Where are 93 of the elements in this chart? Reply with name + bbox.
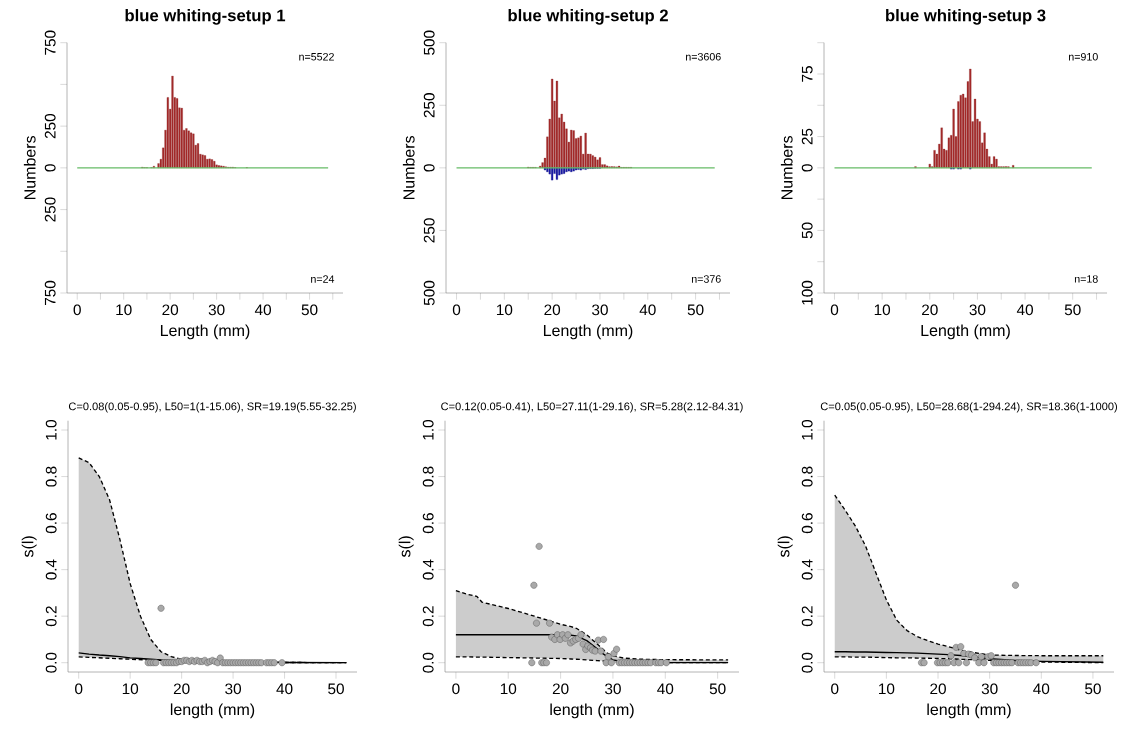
x-tick-label: 40 bbox=[276, 683, 293, 695]
x-tick-label: 10 bbox=[879, 683, 895, 695]
x-axis-title: length (mm) bbox=[550, 703, 634, 719]
y-tick-label: 250 bbox=[423, 218, 435, 243]
y-tick-label: 0.6 bbox=[422, 513, 434, 534]
y-tick-label: 100 bbox=[801, 280, 813, 305]
y-tick-label: 1.0 bbox=[45, 419, 57, 440]
y-tick-label: 0.8 bbox=[422, 466, 434, 487]
chart-title: blue whiting-setup 2 bbox=[508, 9, 668, 25]
x-tick-label: 40 bbox=[657, 683, 674, 695]
y-tick-label: 50 bbox=[801, 222, 813, 239]
x-tick-label: 50 bbox=[1085, 683, 1101, 695]
x-tick-label: 20 bbox=[922, 304, 938, 316]
y-tick-label: 0 bbox=[423, 164, 435, 172]
chart-subtitle: C=0.05(0.05-0.95), L50=28.68(1-294.24), SR=18.36(1-1000) bbox=[820, 402, 1117, 413]
y-axis-title: Numbers bbox=[23, 135, 36, 199]
y-tick-label: 250 bbox=[423, 93, 435, 118]
y-axis-title: s(l) bbox=[398, 536, 414, 558]
y-tick-label: 0.2 bbox=[45, 606, 57, 627]
x-tick-label: 20 bbox=[552, 683, 569, 695]
y-axis-title: s(l) bbox=[21, 536, 37, 558]
x-tick-label: 40 bbox=[254, 304, 271, 316]
x-tick-label: 40 bbox=[1016, 304, 1033, 316]
x-tick-label: 30 bbox=[225, 683, 242, 695]
y-tick-label: 500 bbox=[423, 30, 435, 55]
annotation: n=18 bbox=[1074, 275, 1098, 283]
y-tick-label: 0.6 bbox=[801, 513, 813, 534]
x-tick-label: 0 bbox=[452, 683, 460, 695]
y-axis-title: s(l) bbox=[777, 536, 793, 558]
x-tick-label: 20 bbox=[544, 304, 561, 316]
x-tick-label: 0 bbox=[73, 304, 81, 316]
y-tick-label: 1.0 bbox=[801, 419, 813, 440]
y-tick-label: 0.8 bbox=[801, 466, 813, 487]
y-tick-label: 0.8 bbox=[45, 466, 57, 487]
y-tick-label: 0 bbox=[801, 164, 813, 172]
x-tick-label: 50 bbox=[328, 683, 344, 695]
y-axis-title: Numbers bbox=[780, 135, 793, 199]
y-tick-label: 25 bbox=[801, 128, 813, 145]
x-tick-label: 10 bbox=[496, 304, 513, 316]
x-tick-label: 30 bbox=[969, 304, 986, 316]
y-tick-label: 0.6 bbox=[45, 513, 57, 534]
x-tick-label: 40 bbox=[639, 304, 656, 316]
x-tick-label: 0 bbox=[830, 304, 839, 316]
annotation: n=24 bbox=[311, 275, 335, 283]
x-axis-title: Length (mm) bbox=[543, 324, 633, 340]
x-tick-label: 10 bbox=[122, 683, 139, 695]
x-axis-title: Length (mm) bbox=[921, 324, 1010, 340]
chart-subtitle: C=0.08(0.05-0.95), L50=1(1-15.06), SR=19.19(5.55-32.25) bbox=[68, 402, 356, 413]
y-tick-label: 0.0 bbox=[801, 652, 813, 673]
x-tick-label: 50 bbox=[301, 304, 318, 316]
x-tick-label: 20 bbox=[173, 683, 190, 695]
y-tick-label: 250 bbox=[44, 197, 56, 222]
y-tick-label: 0.4 bbox=[45, 559, 57, 580]
annotation: n=910 bbox=[1069, 52, 1098, 61]
x-tick-label: 10 bbox=[116, 304, 132, 316]
annotation: n=5522 bbox=[299, 52, 334, 61]
y-tick-label: 0.0 bbox=[422, 652, 434, 673]
y-tick-label: 0.4 bbox=[801, 559, 813, 580]
y-tick-label: 75 bbox=[801, 66, 813, 82]
y-tick-label: 0.4 bbox=[422, 559, 434, 580]
x-tick-label: 0 bbox=[831, 683, 839, 695]
x-axis-title: length (mm) bbox=[927, 703, 1011, 719]
x-tick-label: 0 bbox=[75, 683, 83, 695]
x-tick-label: 30 bbox=[981, 683, 998, 695]
chart-title: blue whiting-setup 3 bbox=[886, 9, 1046, 25]
x-tick-label: 50 bbox=[687, 304, 704, 316]
y-tick-label: 0.2 bbox=[801, 606, 813, 627]
x-tick-label: 50 bbox=[709, 683, 726, 695]
x-tick-label: 30 bbox=[605, 683, 621, 695]
annotation: n=3606 bbox=[686, 52, 721, 61]
y-tick-label: 250 bbox=[44, 113, 56, 139]
x-tick-label: 30 bbox=[592, 304, 608, 316]
annotation: n=376 bbox=[691, 275, 721, 283]
x-tick-label: 0 bbox=[452, 304, 461, 316]
chart-title: blue whiting-setup 1 bbox=[125, 9, 286, 25]
y-tick-label: 0.2 bbox=[422, 606, 434, 627]
y-tick-label: 750 bbox=[44, 280, 56, 306]
x-axis-title: Length (mm) bbox=[160, 324, 250, 340]
x-tick-label: 40 bbox=[1033, 683, 1050, 695]
x-tick-label: 30 bbox=[208, 304, 225, 316]
y-tick-label: 750 bbox=[44, 30, 56, 55]
y-axis-title: Numbers bbox=[402, 135, 415, 199]
x-tick-label: 20 bbox=[162, 304, 179, 316]
y-tick-label: 0.0 bbox=[45, 652, 57, 673]
x-tick-label: 10 bbox=[874, 304, 891, 316]
y-tick-label: 1.0 bbox=[422, 419, 434, 440]
x-tick-label: 10 bbox=[500, 683, 517, 695]
y-tick-label: 500 bbox=[423, 280, 435, 306]
x-axis-title: length (mm) bbox=[170, 703, 255, 719]
chart-subtitle: C=0.12(0.05-0.41), L50=27.11(1-29.16), SR=5.28(2.12-84.31) bbox=[441, 402, 743, 413]
y-tick-label: 0 bbox=[44, 164, 56, 172]
x-tick-label: 50 bbox=[1064, 304, 1081, 316]
x-tick-label: 20 bbox=[930, 683, 946, 695]
